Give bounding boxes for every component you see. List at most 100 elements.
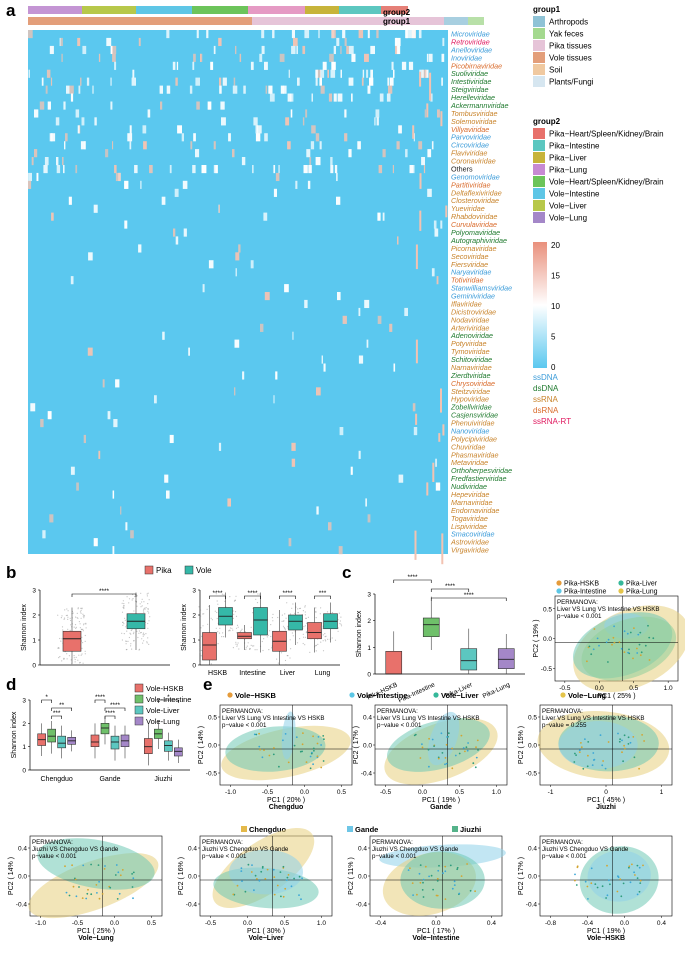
data-point: [200, 649, 202, 652]
x-tick-label: 0.0: [110, 920, 119, 927]
heatmap-cell: [161, 196, 166, 205]
heatmap-cell: [367, 514, 371, 523]
data-point: [131, 886, 134, 888]
data-point: [278, 765, 280, 768]
heatmap-row-label: Endornaviridae: [451, 506, 499, 515]
data-point: [320, 625, 322, 628]
data-point: [256, 878, 258, 880]
type-legend-label: ssRNA: [533, 395, 559, 404]
heatmap-cell: [112, 141, 114, 150]
y-tick-label: -0.4: [526, 902, 538, 909]
heatmap-cell: [77, 125, 80, 134]
y-tick-label: 0.0: [543, 636, 552, 643]
data-point: [206, 608, 208, 611]
data-point: [253, 592, 255, 594]
group2-bar-segment: [381, 6, 408, 14]
data-point: [289, 613, 292, 615]
data-point: [244, 890, 247, 893]
heatmap-cell: [351, 53, 356, 62]
group1-bar-segment: [196, 17, 252, 25]
heatmap-cell: [200, 53, 202, 62]
x-axis-label: PC1 ( 45% ): [587, 797, 625, 804]
heatmap-cell: [330, 165, 334, 174]
data-point: [580, 742, 582, 744]
data-point: [280, 652, 283, 654]
group2-bar-segment: [339, 6, 381, 14]
data-point: [269, 630, 271, 632]
heatmap-cell: [330, 69, 336, 78]
data-point: [261, 756, 264, 759]
data-point: [233, 613, 235, 615]
heatmap-cell: [275, 371, 278, 380]
data-point: [428, 875, 430, 878]
x-tick-label: 0.4: [487, 920, 496, 927]
legend-group2-swatch: [533, 128, 545, 139]
data-point: [574, 752, 576, 755]
heatmap-cell: [427, 188, 432, 197]
heatmap-cell: [366, 339, 369, 348]
data-point: [210, 663, 212, 665]
data-point: [319, 629, 322, 631]
data-point: [64, 865, 66, 868]
heatmap-cell: [235, 252, 240, 261]
heatmap-cell: [323, 363, 326, 372]
data-point: [284, 629, 286, 631]
heatmap-cell: [351, 93, 353, 102]
panel-title: Vole−Liver: [248, 935, 283, 942]
box: [497, 648, 515, 669]
group2-bar-segment: [408, 6, 448, 14]
data-point: [312, 747, 315, 750]
heatmap-cell: [232, 149, 235, 158]
legend-group1-swatch: [533, 64, 545, 75]
legend-group2-swatch: [533, 188, 545, 199]
data-point: [124, 617, 126, 619]
data-point: [128, 598, 131, 600]
x-tick-label: 1: [660, 789, 664, 796]
legend-group1-label: Vole tissues: [549, 54, 592, 63]
data-point: [95, 884, 98, 886]
data-point: [628, 648, 630, 651]
data-point: [61, 638, 63, 640]
data-point: [84, 640, 86, 643]
data-point: [290, 885, 293, 888]
data-point: [627, 743, 630, 745]
data-point: [58, 647, 60, 649]
heatmap-legends: group1 Arthropods Yak feces Pika tissues Vo…: [533, 5, 664, 426]
y-tick-label: 1: [367, 645, 371, 652]
heatmap-cell: [83, 434, 86, 444]
data-point: [422, 881, 424, 884]
data-point: [287, 761, 290, 764]
data-point: [339, 622, 341, 625]
heatmap-row-label: Genomoviridae: [451, 172, 500, 181]
data-point: [139, 603, 141, 605]
type-legend-label: dsDNA: [533, 384, 559, 393]
heatmap-cell: [291, 45, 296, 55]
data-point: [273, 876, 276, 878]
heatmap-cell: [86, 77, 90, 86]
data-point: [447, 732, 450, 735]
heatmap-row-label: Steigviridae: [451, 85, 489, 94]
heatmap-cell: [344, 133, 348, 142]
permanova-text: Jiuzhi VS Chengduo VS Gande: [542, 846, 629, 853]
data-point: [324, 633, 326, 635]
x-tick-label: 0.0: [431, 920, 440, 927]
data-point: [57, 614, 59, 616]
group2-bar-segment: [248, 6, 305, 14]
data-point: [612, 636, 615, 639]
heatmap-cell: [259, 53, 263, 62]
data-point: [131, 873, 134, 875]
permanova-title: PERMANOVA:: [372, 839, 413, 846]
data-point: [75, 656, 77, 659]
data-point: [59, 637, 61, 640]
heatmap-cell: [425, 69, 427, 78]
data-point: [575, 884, 578, 886]
heatmap-cell: [288, 538, 292, 547]
heatmap-cell: [275, 172, 280, 182]
data-point: [298, 875, 301, 878]
data-point: [74, 661, 76, 663]
x-tick-label: 1.0: [492, 789, 501, 796]
data-point: [72, 885, 75, 888]
permanova-text: Liver VS Lung VS Intestine VS HSKB: [542, 715, 645, 722]
data-point: [244, 631, 246, 633]
heatmap-row-label: Intestiviridae: [451, 77, 491, 86]
